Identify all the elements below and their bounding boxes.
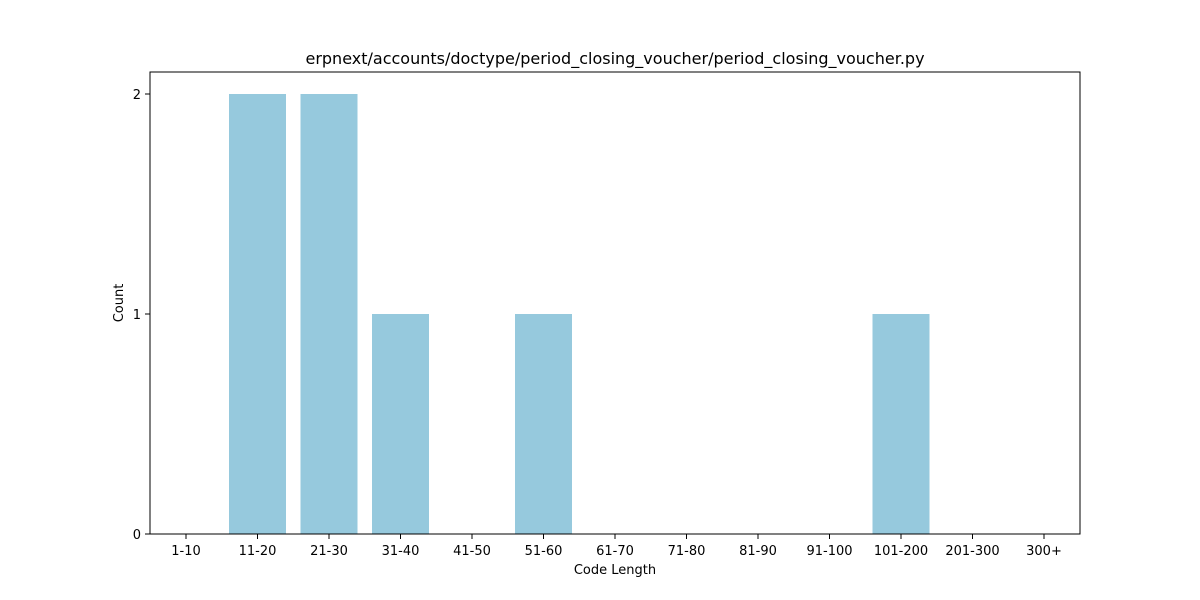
x-tick-label: 91-100 [806, 544, 852, 559]
y-tick-label: 1 [133, 308, 141, 323]
x-tick-label: 101-200 [874, 544, 928, 559]
x-tick-label: 300+ [1026, 544, 1062, 559]
y-axis-label: Count [112, 284, 127, 323]
x-tick-label: 41-50 [453, 544, 491, 559]
x-tick-label: 71-80 [668, 544, 706, 559]
chart-title: erpnext/accounts/doctype/period_closing_… [305, 49, 924, 69]
x-tick-label: 1-10 [171, 544, 201, 559]
y-tick-label: 2 [133, 88, 141, 103]
bar-11-20 [229, 94, 286, 534]
plot-frame [149, 71, 1081, 535]
x-tick-label: 51-60 [525, 544, 563, 559]
bar-51-60 [515, 314, 572, 534]
bars-group [229, 94, 930, 534]
bar-101-200 [872, 314, 930, 534]
y-tick-label: 0 [133, 528, 141, 543]
x-tick-label: 11-20 [239, 544, 277, 559]
x-axis-ticks: 1-10 11-20 21-30 31-40 41-50 51-60 61-70 71-80 8… [171, 534, 1062, 559]
x-tick-label: 61-70 [596, 544, 634, 559]
x-tick-label: 81-90 [739, 544, 777, 559]
bar-21-30 [300, 94, 358, 534]
bar-31-40 [372, 314, 429, 534]
x-tick-label: 201-300 [945, 544, 999, 559]
x-tick-label: 21-30 [310, 544, 348, 559]
x-axis-label: Code Length [574, 563, 656, 578]
x-tick-label: 31-40 [382, 544, 420, 559]
y-axis-ticks: 0 1 2 [133, 88, 150, 543]
